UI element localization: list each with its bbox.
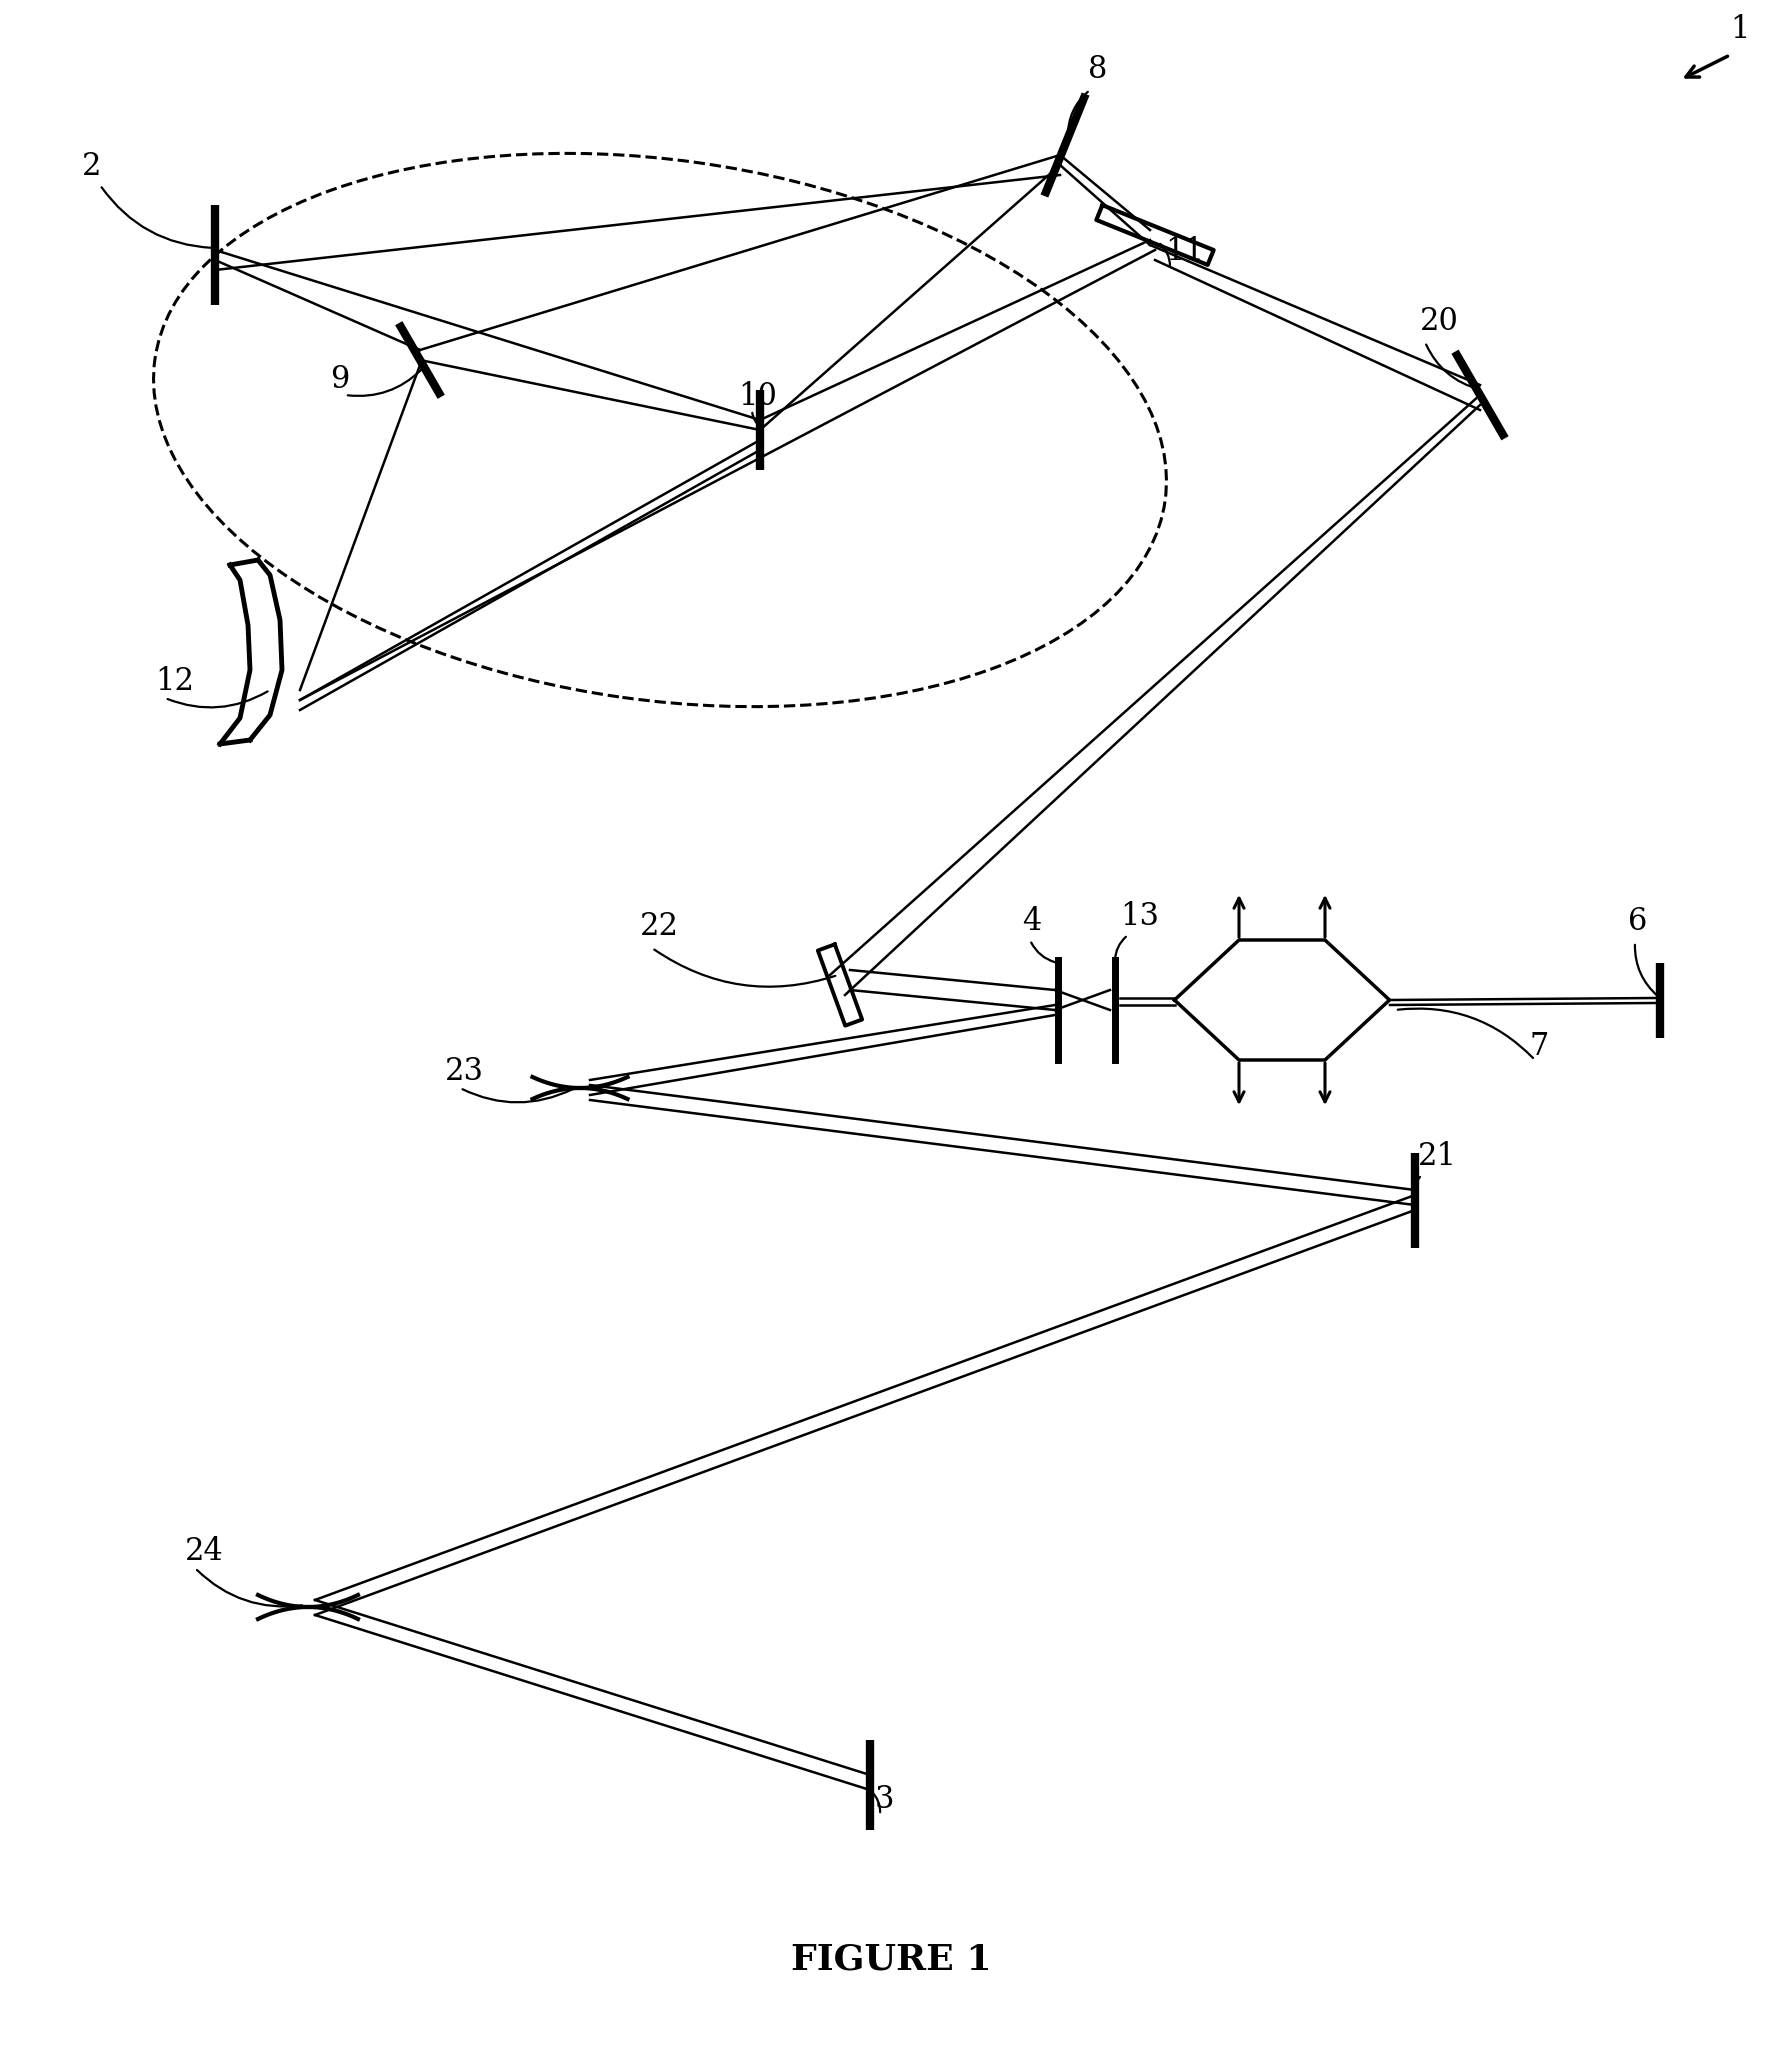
Text: 23: 23 [446, 1056, 485, 1087]
Text: 21: 21 [1418, 1142, 1458, 1173]
Text: 3: 3 [875, 1785, 895, 1816]
Text: FIGURE 1: FIGURE 1 [791, 1943, 991, 1978]
Text: 1: 1 [1730, 14, 1750, 45]
Text: 20: 20 [1420, 306, 1459, 337]
Text: 2: 2 [82, 152, 102, 183]
Text: 9: 9 [330, 364, 349, 394]
Text: 24: 24 [185, 1536, 225, 1567]
Text: 4: 4 [1023, 906, 1041, 937]
Text: 6: 6 [1629, 906, 1647, 937]
Text: 7: 7 [1531, 1031, 1549, 1062]
Text: 12: 12 [155, 665, 194, 696]
Text: 11: 11 [1165, 236, 1205, 267]
Text: 8: 8 [1089, 53, 1107, 84]
Text: 10: 10 [738, 380, 777, 413]
Text: 13: 13 [1121, 902, 1158, 933]
Text: 22: 22 [640, 912, 679, 943]
